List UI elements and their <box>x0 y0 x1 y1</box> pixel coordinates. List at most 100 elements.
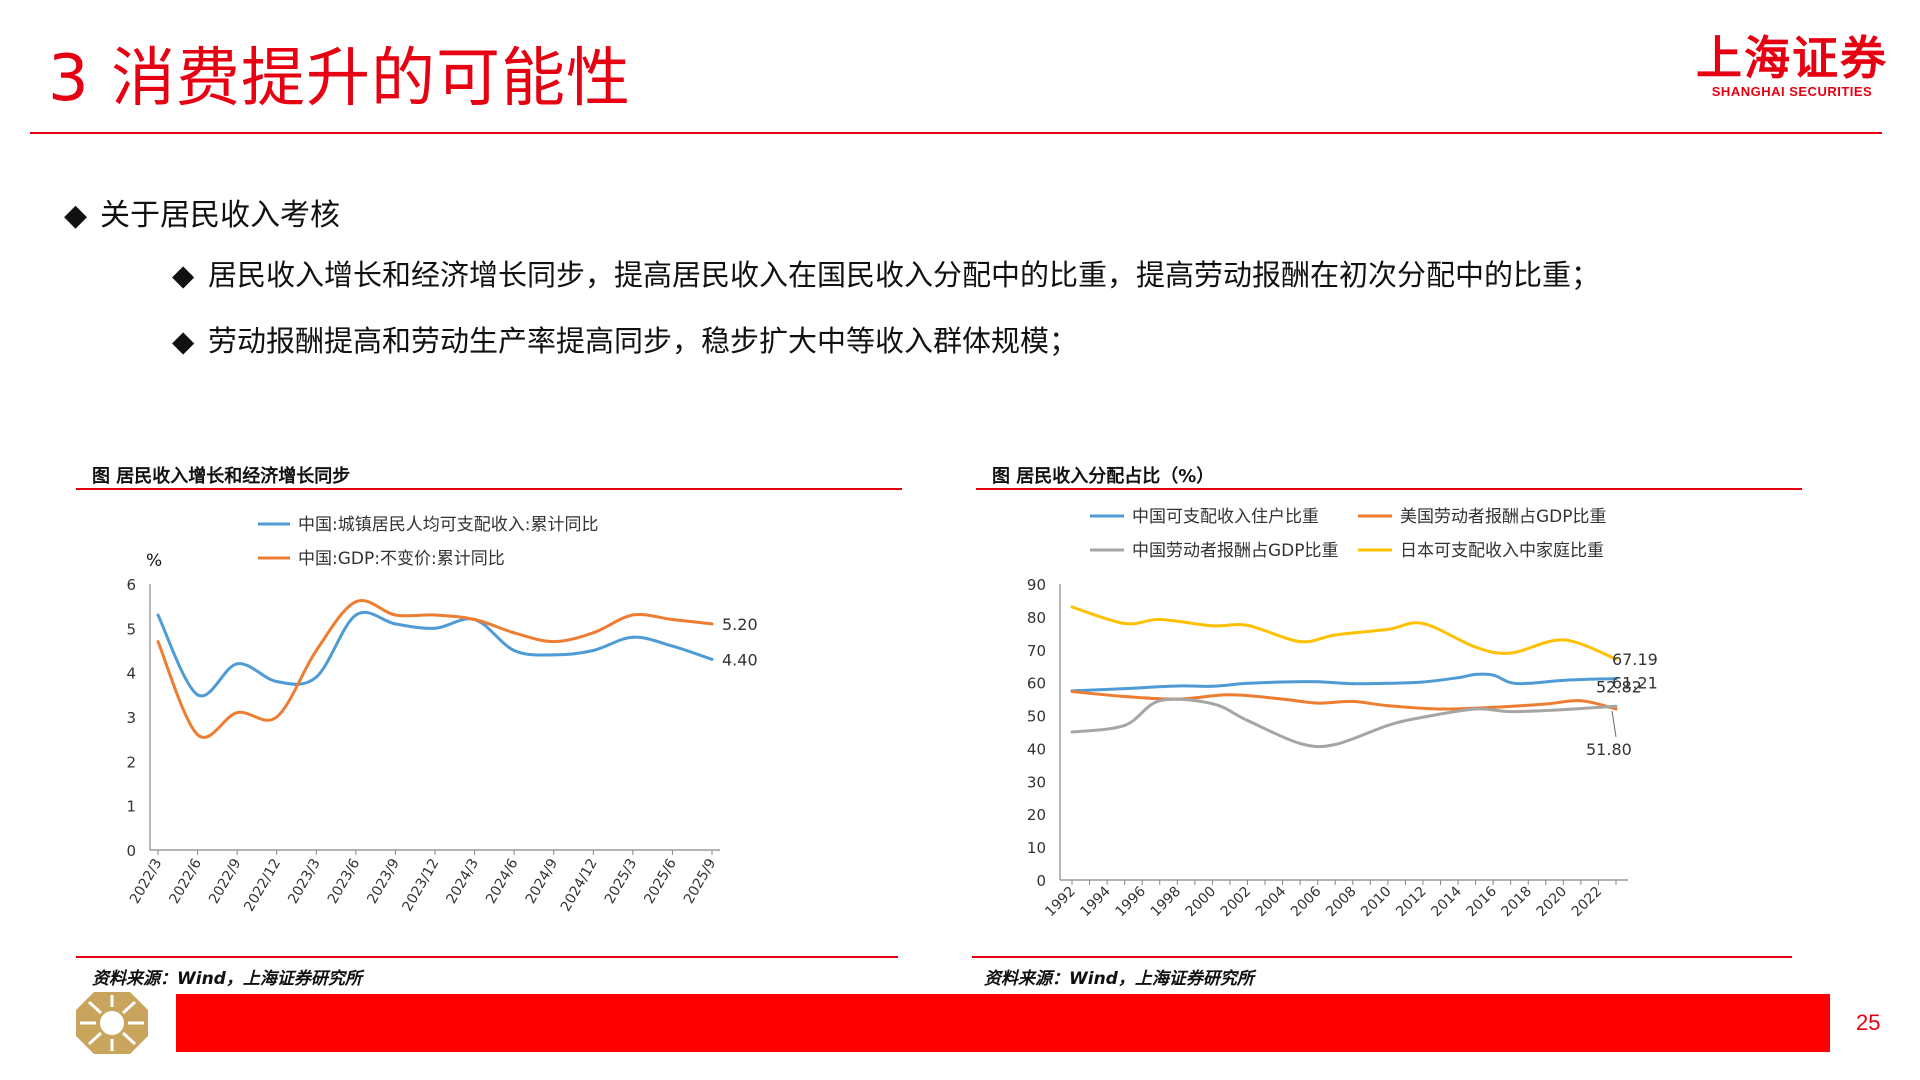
chart2-data-point <box>1245 718 1249 722</box>
chart1-x-tick-label: 2024/12 <box>558 856 601 914</box>
chart2-data-point <box>1526 681 1530 685</box>
chart2-y-tick-label: 20 <box>1027 806 1046 824</box>
chart2-data-point <box>1333 633 1337 637</box>
chart2-data-point <box>1614 704 1618 708</box>
chart2-data-point <box>1123 621 1127 625</box>
chart2-data-point <box>1316 701 1320 705</box>
chart1-title: 图 居民收入增长和经济增长同步 <box>92 466 351 487</box>
chart1-y-unit-label: % <box>146 551 162 571</box>
chart2-y-tick-label: 50 <box>1027 708 1046 726</box>
chart1-x-tick-label: 2025/9 <box>681 856 719 907</box>
chart2-data-point <box>1123 694 1127 698</box>
chart2-y-tick-label: 10 <box>1027 839 1046 857</box>
chart1-data-point <box>433 626 437 630</box>
chart1-legend-label: 中国:城镇居民人均可支配收入:累计同比 <box>298 515 598 535</box>
diamond-bullet-icon: ◆ <box>172 258 195 292</box>
chart1-data-point <box>552 640 556 644</box>
chart2-x-tick-label: 2016 <box>1463 883 1500 920</box>
chart1-x-tick-label: 2022/6 <box>167 856 206 907</box>
chart2-end-label: 67.19 <box>1612 650 1658 669</box>
chart2-data-point <box>1491 673 1495 677</box>
chart1-series-line <box>156 598 713 739</box>
chart2-data-point <box>1579 699 1583 703</box>
chart2-source: 资料来源：Wind，上海证券研究所 <box>984 969 1254 989</box>
chart2-data-point <box>1298 742 1302 746</box>
chart2-data-point <box>1210 624 1214 628</box>
chart2-data-point <box>1245 681 1249 685</box>
chart2-data-point <box>1561 678 1565 682</box>
chart2-data-point <box>1474 645 1478 649</box>
chart1-end-label: 4.40 <box>722 650 758 669</box>
chart1-legend-label: 中国:GDP:不变价:累计同比 <box>298 549 505 569</box>
chart2-data-point <box>1421 621 1425 625</box>
chart1-data-point <box>710 657 714 661</box>
chart1-y-tick-label: 6 <box>126 576 136 594</box>
chart2-legend-label: 中国劳动者报酬占GDP比重 <box>1132 541 1339 561</box>
chart1-data-point <box>512 649 516 652</box>
chart2-y-tick-label: 80 <box>1027 609 1046 627</box>
chart2-data-point <box>1456 676 1460 680</box>
chart1-data-point <box>354 600 358 604</box>
chart1-x-tick-label: 2024/9 <box>523 856 561 907</box>
chart2-data-point <box>1491 705 1495 709</box>
chart1-y-tick-label: 3 <box>126 709 136 727</box>
page-title: 3 消费提升的可能性 <box>48 42 632 116</box>
chart2-data-point <box>1281 680 1285 684</box>
chart2-end-label: 52.82 <box>1596 677 1642 696</box>
chart2-x-tick-label: 2012 <box>1393 884 1430 921</box>
footer-bar <box>176 994 1830 1052</box>
chart1-data-point <box>473 617 477 621</box>
chart1-data-point <box>235 662 239 666</box>
chart2-y-tick-label: 70 <box>1027 642 1046 660</box>
chart1-data-point <box>156 640 160 644</box>
chart2-y-tick-label: 60 <box>1027 675 1046 693</box>
chart2-data-point <box>1386 627 1390 631</box>
chart2-x-tick-label: 2020 <box>1534 884 1571 921</box>
chart2-x-tick-label: 1996 <box>1113 883 1150 920</box>
chart2-data-point <box>1298 640 1302 644</box>
chart2-data-point <box>1070 605 1074 609</box>
chart1-data-point <box>196 733 200 737</box>
chart2-label-leader <box>1611 710 1617 738</box>
chart2-y-tick-label: 0 <box>1036 872 1046 890</box>
chart2-series-line <box>1071 605 1617 661</box>
chart2-x-tick-label: 2000 <box>1183 884 1220 921</box>
chart2-title: 图 居民收入分配占比（%） <box>992 466 1215 487</box>
chart2-x-tick-label: 2004 <box>1253 883 1290 920</box>
chart1-data-point <box>631 613 635 617</box>
chart2-data-point <box>1421 715 1425 719</box>
emblem-icon <box>76 992 148 1054</box>
chart1-data-point <box>393 622 397 626</box>
chart2-data-point <box>1070 690 1074 694</box>
chart1-series-line <box>156 610 713 698</box>
bullet-sub-2: ◆ 劳动报酬提高和劳动生产率提高同步，稳步扩大中等收入群体规模； <box>172 318 1078 360</box>
chart2-x-tick-label: 2018 <box>1499 884 1536 921</box>
chart1-x-tick-label: 2023/12 <box>400 856 443 914</box>
chart2-data-point <box>1245 623 1249 627</box>
chart1-x-tick-label: 2025/3 <box>602 856 640 907</box>
chart1-y-tick-label: 4 <box>126 665 136 683</box>
chart2-data-point <box>1228 693 1232 697</box>
chart1-data-point <box>156 613 160 617</box>
chart1-data-point <box>591 649 595 652</box>
chart2-data-point <box>1509 710 1513 714</box>
chart1-bottom-rule <box>76 956 898 958</box>
bullet-sub-2-text: 劳动报酬提高和劳动生产率提高同步，稳步扩大中等收入群体规模； <box>208 324 1079 358</box>
logo-text-cn: 上海证券 <box>1696 31 1888 85</box>
chart1-source: 资料来源：Wind，上海证券研究所 <box>92 969 362 989</box>
chart2-end-label: 51.80 <box>1586 740 1632 759</box>
chart1-data-point <box>275 715 279 719</box>
chart2-data-point <box>1175 684 1179 688</box>
chart2-x-tick-label: 1994 <box>1077 883 1114 920</box>
chart1-x-tick-label: 2024/3 <box>444 856 482 907</box>
chart2-x-tick-label: 2014 <box>1428 883 1465 920</box>
chart2-x-tick-label: 2010 <box>1358 884 1395 921</box>
brand-logo: 上海证券 SHANGHAI SECURITIES <box>1696 32 1888 99</box>
chart1-x-tick-label: 2022/3 <box>127 856 165 907</box>
chart2-x-tick-label: 2006 <box>1288 883 1325 920</box>
chart2-x-tick-label: 2002 <box>1218 884 1255 921</box>
chart2-data-point <box>1439 707 1443 711</box>
chart2-data-point <box>1281 697 1285 701</box>
chart1-x-tick-label: 2023/6 <box>325 856 364 907</box>
